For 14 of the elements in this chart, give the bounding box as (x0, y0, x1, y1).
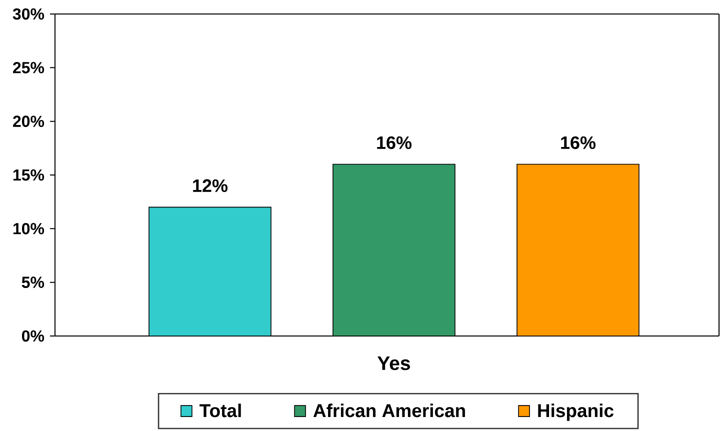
data-label: 16% (561, 136, 596, 150)
legend-label: African American (313, 404, 465, 418)
y-tick-label: 5% (22, 276, 44, 288)
y-tick-label: 25% (13, 62, 44, 74)
y-tick-label: 0% (22, 330, 44, 342)
y-tick-label: 20% (13, 116, 44, 127)
data-label: 16% (377, 136, 412, 150)
y-tick-label: 30% (12, 8, 44, 20)
data-label: 12% (193, 179, 228, 192)
x-tick-label: Yes (377, 356, 410, 370)
legend-label: Total (200, 404, 241, 418)
y-tick-label: 10% (13, 223, 44, 234)
y-tick-label: 15% (13, 169, 44, 181)
legend-label: Hispanic (538, 404, 614, 421)
